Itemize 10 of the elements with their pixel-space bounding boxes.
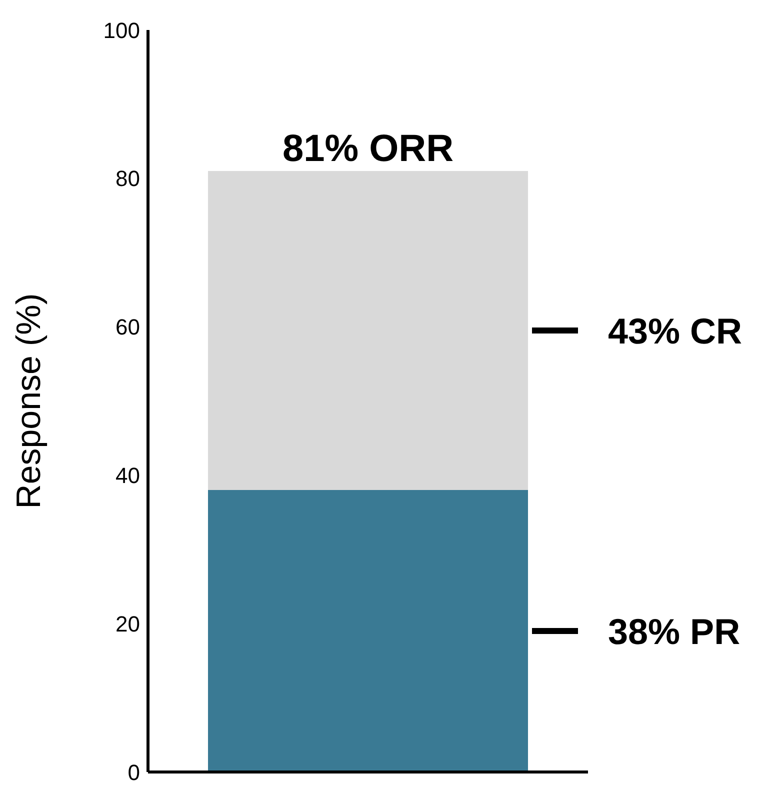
y-axis-title: Response (%) [10,293,48,509]
y-tick-label: 0 [128,760,140,785]
y-tick-label: 80 [116,166,140,192]
text: 43% CR [608,310,742,352]
y-tick-label: 40 [116,463,140,488]
annotation: 81% ORR [282,128,454,170]
y-tick-label: 100 [103,18,140,43]
y-tick-label: 20 [116,611,140,636]
y-tick-label: 60 [116,314,140,340]
text: 38% PR [608,611,740,652]
